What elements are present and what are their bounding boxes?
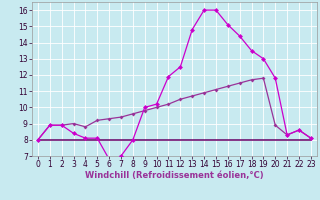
- X-axis label: Windchill (Refroidissement éolien,°C): Windchill (Refroidissement éolien,°C): [85, 171, 264, 180]
